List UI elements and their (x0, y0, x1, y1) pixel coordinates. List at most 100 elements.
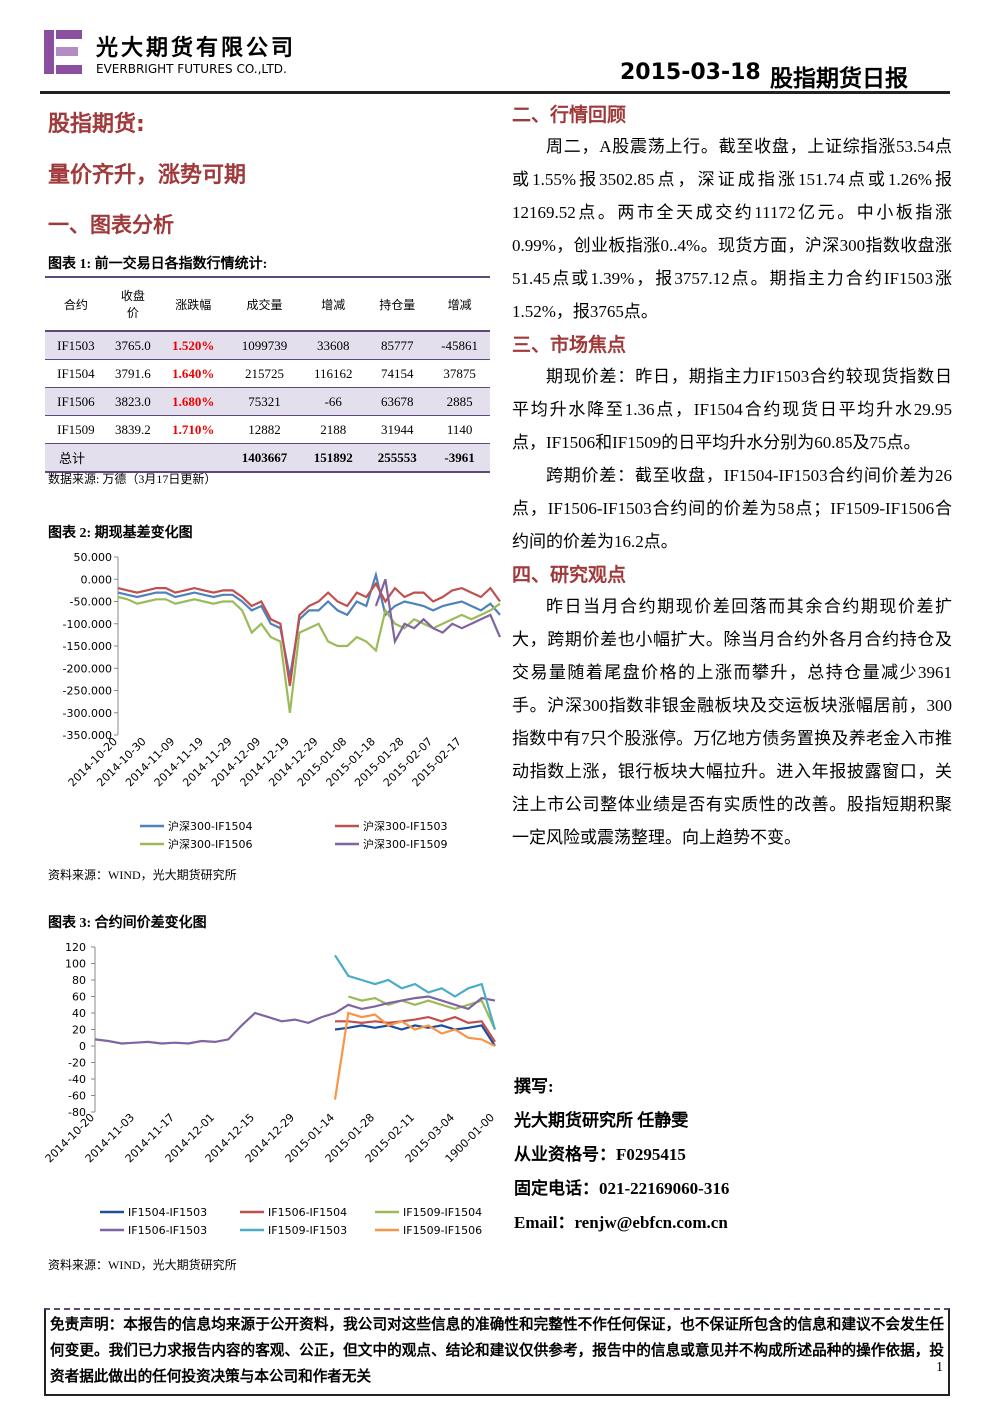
table-cell: 2885 (446, 393, 473, 409)
table-row: IF1504 3791.6 1.640% 215725 116162 74154 37875 (45, 360, 490, 388)
table-cell: 85777 (380, 337, 414, 353)
y-tick-label: -20 (68, 1057, 86, 1070)
legend-label: IF1509-IF1504 (403, 1206, 482, 1219)
y-tick-label: -250.000 (63, 685, 112, 698)
headline: 量价齐升，涨势可期 (48, 163, 247, 188)
table-cell: IF1509 (57, 421, 95, 437)
y-tick-label: -60 (68, 1090, 86, 1103)
table-cell: 1.640% (172, 365, 215, 381)
author-block: 撰写: 光大期货研究所 任静雯 从业资格号：F0295415 固定电话：021-… (514, 1070, 729, 1240)
paragraph: 周二，A股震荡上行。截至收盘，上证综指涨53.54点或1.55%报3502.85… (512, 137, 952, 321)
heading: 二、行情回顾 (512, 104, 627, 126)
table-source: 数据来源: 万德（3月17日更新） (48, 472, 217, 486)
table-cell: 1099739 (241, 337, 288, 353)
table-cell: 1.680% (172, 393, 215, 409)
table-total: 总计 1403667 151892 255553 -3961 (45, 443, 490, 472)
y-tick-label: 120 (65, 941, 86, 954)
table-header-cell: 涨跌幅 (175, 297, 212, 312)
table-cell: 74154 (380, 365, 414, 381)
paragraph: 昨日当月合约期现价差回落而其余合约期现价差扩大，跨期价差也小幅扩大。除当月合约外… (512, 597, 952, 847)
table-row: IF1506 3823.0 1.680% 75321 -66 63678 2885 (45, 387, 490, 416)
series-line (374, 578, 502, 645)
table-cell: 1403667 (241, 449, 288, 465)
table-header-cell: 持仓量 (379, 297, 416, 312)
disclaimer: 免责声明：本报告的信息均来源于公开资料，我公司对这些信息的准确性和完整性不作任何… (50, 1317, 944, 1385)
y-tick-label: -200.000 (63, 662, 112, 675)
table-cell: IF1503 (57, 337, 95, 353)
heading: 三、市场焦点 (512, 334, 627, 356)
chart-source: 资料来源：WIND，光大期货研究所 (48, 868, 237, 882)
table-cell: 3791.6 (114, 365, 151, 381)
table-cell: -45861 (441, 337, 479, 353)
author-line: Email：renjw@ebfcn.com.cn (514, 1213, 728, 1232)
table-cell: 3765.0 (114, 337, 151, 353)
disclaimer-box: 免责声明：本报告的信息均来源于公开资料，我公司对这些信息的准确性和完整性不作任何… (44, 1308, 950, 1396)
table-cell: IF1504 (57, 365, 95, 381)
legend-label: IF1509-IF1506 (403, 1224, 482, 1237)
table-header-cell: 合约 (63, 297, 88, 312)
table-cell: 151892 (313, 449, 353, 465)
legend-label: 沪深300-IF1509 (363, 837, 448, 851)
table-header-cell: 成交量 (246, 297, 283, 312)
table-cell: 3823.0 (114, 393, 151, 409)
series-line (335, 1015, 496, 1043)
table-header: 合约 收盘价 涨跌幅 成交量 增减 持仓量 增减 (45, 278, 490, 331)
y-tick-label: 50.000 (74, 551, 113, 564)
header-rule (40, 91, 950, 94)
table-cell: IF1506 (57, 393, 95, 409)
charts: -350.000-300.000-250.000-200.000-150.000… (43, 551, 502, 1237)
table-cell: 1.710% (172, 421, 215, 437)
chart-title: 图表 2: 期现基差变化图 (48, 526, 193, 541)
table-cell: -66 (324, 393, 342, 409)
company-en: EVERBRIGHT FUTURES CO.,LTD. (96, 62, 287, 76)
page-number: 1 (936, 1360, 943, 1375)
series-line (334, 954, 497, 1030)
table-row: IF1509 3839.2 1.710% 12882 2188 31944 1140 (45, 416, 490, 444)
y-tick-label: -50.000 (70, 596, 112, 609)
paragraph: 期现价差：昨日，期指主力IF1503合约较现货指数日平均升水降至1.36点，IF… (512, 367, 952, 452)
table-header-cell: 收盘价 (120, 289, 145, 320)
table-cell: 1.520% (172, 337, 215, 353)
legend-label: 沪深300-IF1504 (168, 819, 253, 833)
author-line: 光大期货研究所 任静雯 (514, 1111, 689, 1130)
table: 合约 收盘价 涨跌幅 成交量 增减 持仓量 增减 IF1503 3765.0 1.520% 1099… (45, 278, 490, 473)
y-tick-label: -100.000 (63, 618, 112, 631)
logo (44, 30, 82, 74)
table-header-cell: 增减 (321, 297, 346, 312)
table-cell: 63678 (380, 393, 414, 409)
y-tick-label: 60 (72, 991, 86, 1004)
table-cell: 215725 (244, 365, 284, 381)
legend-label: 沪深300-IF1506 (168, 837, 253, 851)
table-cell: 75321 (248, 393, 281, 409)
table-wrap: 合约 收盘价 涨跌幅 成交量 增减 持仓量 增减 IF1503 3765.0 1.520% 1099… (45, 276, 490, 473)
series-line (117, 595, 501, 713)
y-tick-label: 0 (79, 1040, 86, 1053)
report-date: 2015-03-18 (620, 60, 761, 85)
table-caption: 图表 1: 前一交易日各指数行情统计: (48, 257, 268, 272)
y-tick-label: -150.000 (63, 640, 112, 653)
author-line: 固定电话：021-22169060-316 (514, 1179, 730, 1198)
table-cell: 2188 (320, 421, 347, 437)
report-title: 股指期货日报 (770, 66, 908, 91)
table-header-cell: 增减 (447, 297, 472, 312)
table-cell: 31944 (380, 421, 414, 437)
table-cell: 116162 (313, 365, 353, 381)
right-column: 二、行情回顾 周二，A股震荡上行。截至收盘，上证综指涨53.54点或1.55%报… (512, 100, 952, 854)
series-line (347, 995, 496, 1030)
y-tick-label: 80 (72, 974, 86, 987)
series-line (94, 995, 496, 1045)
series-line (334, 1024, 496, 1047)
table-cell: -3961 (444, 449, 475, 465)
legend-label: IF1506-IF1503 (128, 1224, 207, 1237)
author-label: 撰写: (514, 1077, 554, 1096)
table-cell: 37875 (443, 365, 476, 381)
y-tick-label: -300.000 (63, 707, 112, 720)
y-tick-label: -80 (68, 1106, 86, 1119)
company-name: 光大期货有限公司 (96, 35, 297, 60)
chart-title: 图表 3: 合约间价差变化图 (48, 916, 207, 931)
series-line (333, 1011, 496, 1100)
table-cell: 3839.2 (114, 421, 151, 437)
heading: 四、研究观点 (512, 564, 627, 586)
table-cell: 1140 (446, 421, 473, 437)
